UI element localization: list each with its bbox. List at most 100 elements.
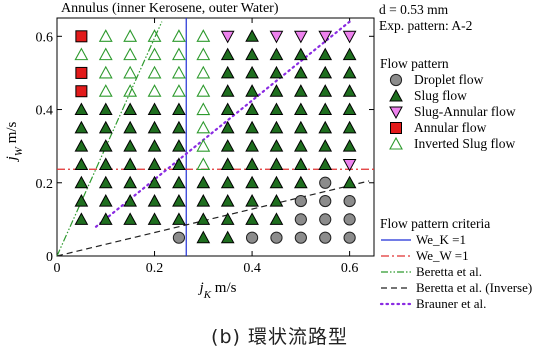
data-point-slug xyxy=(196,212,211,225)
legend-markers xyxy=(379,73,413,306)
data-point-droplet xyxy=(245,231,259,244)
data-point-slug xyxy=(269,139,284,152)
x-axis-label: jK m/s xyxy=(198,280,237,301)
y-tick-label: 0 xyxy=(46,250,53,265)
data-point-droplet xyxy=(343,213,356,226)
data-point-slug xyxy=(147,194,162,207)
data-point-slug xyxy=(342,84,357,97)
y-tick-label: 0.2 xyxy=(36,177,54,192)
data-point-slug-annular xyxy=(318,30,333,44)
data-point-droplet xyxy=(270,231,283,244)
data-point-slug xyxy=(74,120,89,134)
data-point-slug xyxy=(220,230,235,244)
data-point-slug xyxy=(98,175,113,189)
x-tick-label: 0.4 xyxy=(243,261,261,276)
data-point-slug-annular xyxy=(342,158,357,172)
data-point-inverted-slug xyxy=(171,47,186,61)
data-point-annular xyxy=(75,66,88,79)
legend-marker-slug xyxy=(389,88,403,102)
data-point-slug xyxy=(98,157,113,170)
data-point-slug xyxy=(220,120,235,134)
diameter-info: d = 0.53 mm xyxy=(379,2,449,17)
data-point-slug xyxy=(123,175,137,189)
data-point-inverted-slug xyxy=(147,84,162,97)
data-point-slug xyxy=(294,47,308,61)
data-point-slug xyxy=(172,120,186,134)
data-point-slug xyxy=(342,139,357,152)
data-point-inverted-slug xyxy=(171,65,186,79)
data-point-slug xyxy=(74,212,89,225)
data-point-slug xyxy=(245,84,259,97)
data-point-slug xyxy=(342,65,357,79)
legend-label-slug-annular: Slug-Annular flow xyxy=(414,104,516,119)
data-point-slug xyxy=(196,230,211,244)
chart-title: Annulus (inner Kerosene, outer Water) xyxy=(61,1,279,16)
data-point-slug xyxy=(172,102,186,116)
data-point-slug xyxy=(147,139,162,152)
data-point-slug xyxy=(220,84,235,97)
legend-label-slug: Slug flow xyxy=(414,88,467,103)
criteria-title: Flow pattern criteria xyxy=(380,216,491,231)
data-point-slug xyxy=(269,84,284,97)
legend-marker-inverted-slug xyxy=(389,136,403,150)
data-point-slug xyxy=(172,157,186,170)
data-point-inverted-slug xyxy=(123,84,138,97)
data-point-inverted-slug xyxy=(196,120,211,134)
legend-marker-annular xyxy=(390,122,402,134)
data-point-slug xyxy=(172,194,186,207)
axis-labels: 0 0.2 0.4 0.6 0 0.2 0.4 0.6 jK m/s jW m/s xyxy=(4,30,358,301)
legend-label-droplet: Droplet flow xyxy=(414,72,484,87)
data-point-slug xyxy=(220,47,235,61)
data-point-slug xyxy=(269,157,284,170)
data-point-slug xyxy=(98,194,113,207)
y-axis-label: jW m/s xyxy=(4,121,25,162)
data-point-slug xyxy=(196,194,211,207)
data-point-slug-annular xyxy=(342,30,357,44)
data-point-slug xyxy=(342,102,357,116)
plot-frame xyxy=(56,17,375,257)
data-point-slug xyxy=(74,102,89,116)
data-point-slug xyxy=(342,175,357,189)
data-point-inverted-slug xyxy=(196,84,211,97)
data-point-slug xyxy=(245,212,259,225)
data-point-slug xyxy=(147,157,162,170)
data-point-slug xyxy=(123,102,137,116)
data-point-slug xyxy=(318,139,333,152)
data-point-slug xyxy=(147,212,162,225)
data-point-slug xyxy=(98,102,113,116)
data-point-inverted-slug xyxy=(123,29,138,42)
legend-title: Flow pattern xyxy=(380,56,449,71)
data-point-slug xyxy=(172,175,186,189)
data-point-inverted-slug xyxy=(147,65,162,79)
figure-caption: (b) 環状流路型 xyxy=(211,326,348,348)
data-point-slug xyxy=(147,175,162,189)
data-point-slug xyxy=(294,139,308,152)
data-point-slug xyxy=(294,120,308,134)
data-point-slug xyxy=(123,194,137,207)
data-point-annular xyxy=(75,85,88,98)
data-point-slug xyxy=(123,120,137,134)
data-point-slug xyxy=(269,120,284,134)
legend-label-annular: Annular flow xyxy=(414,120,487,135)
data-point-slug xyxy=(245,102,259,116)
data-point-droplet xyxy=(319,231,332,244)
criteria-label-we-k: We_K =1 xyxy=(416,232,466,247)
y-tick-label: 0.4 xyxy=(36,104,54,119)
data-point-slug xyxy=(220,194,235,207)
data-point-slug xyxy=(245,139,259,152)
data-point-slug xyxy=(245,47,259,61)
data-point-droplet xyxy=(172,231,186,244)
data-point-slug xyxy=(294,175,308,189)
legend-marker-droplet xyxy=(389,73,403,87)
data-point-droplet xyxy=(319,213,332,226)
data-point-slug xyxy=(245,157,259,170)
data-point-inverted-slug xyxy=(98,65,113,79)
data-point-slug xyxy=(269,194,284,207)
plot-axes xyxy=(56,17,375,257)
data-point-inverted-slug xyxy=(147,47,162,61)
data-point-slug xyxy=(318,84,333,97)
data-point-slug xyxy=(245,194,259,207)
data-point-slug xyxy=(220,212,235,225)
data-point-slug xyxy=(318,47,333,61)
data-point-slug-annular xyxy=(294,30,308,44)
